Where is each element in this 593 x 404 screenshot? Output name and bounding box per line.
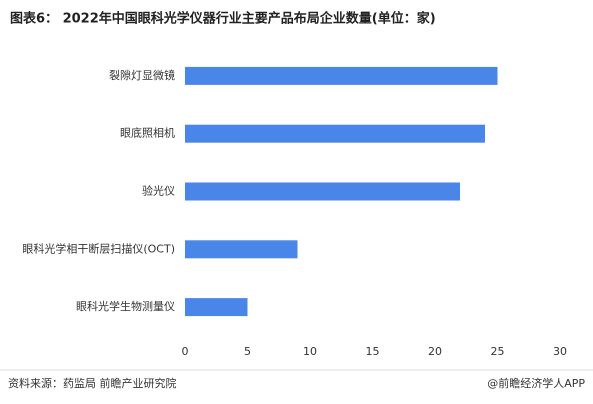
x-tick-label: 5 xyxy=(244,345,251,358)
y-tick-label: 眼科光学相干断层扫描仪(OCT) xyxy=(22,241,175,255)
x-tick-label: 25 xyxy=(491,345,505,358)
x-tick-label: 20 xyxy=(428,345,442,358)
x-tick-label: 30 xyxy=(553,345,567,358)
bar xyxy=(185,182,460,201)
bar xyxy=(185,66,498,85)
x-tick-label: 0 xyxy=(182,345,189,358)
bar xyxy=(185,240,298,259)
x-tick-label: 10 xyxy=(303,345,317,358)
y-tick-label: 眼底照相机 xyxy=(120,126,175,140)
credit: @前瞻经济学人APP xyxy=(487,376,585,390)
y-tick-label: 验光仪 xyxy=(142,184,175,198)
y-tick-label: 眼科光学生物测量仪 xyxy=(76,299,175,313)
x-tick-label: 15 xyxy=(366,345,380,358)
bar xyxy=(185,124,485,143)
y-tick-label: 裂隙灯显微镜 xyxy=(109,68,175,82)
bar xyxy=(185,298,248,317)
chart-title: 图表6： 2022年中国眼科光学仪器行业主要产品布局企业数量(单位：家) xyxy=(10,11,436,27)
source: 资料来源：药监局 前瞻产业研究院 xyxy=(8,376,177,390)
